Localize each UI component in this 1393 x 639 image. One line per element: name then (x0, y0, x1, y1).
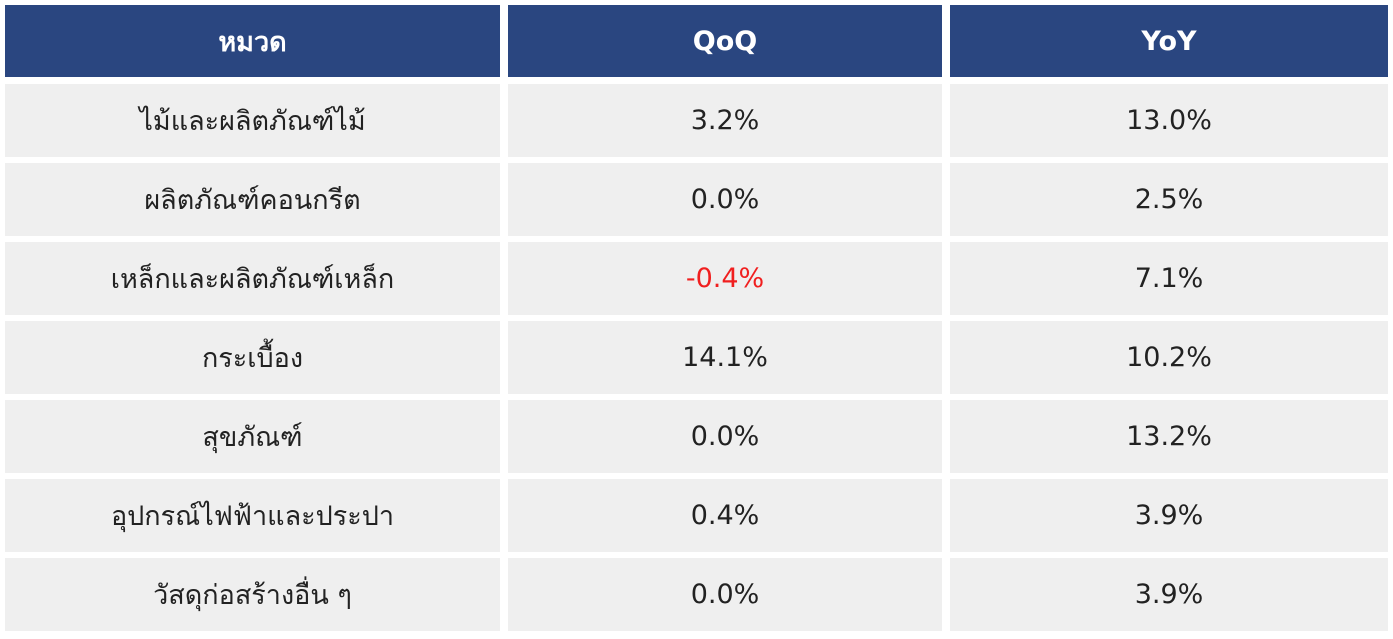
value-cell: 0.0% (508, 400, 942, 473)
category-cell: วัสดุก่อสร้างอื่น ๆ (5, 558, 500, 631)
header-cell: หมวด (5, 5, 500, 77)
category-cell: อุปกรณ์ไฟฟ้าและประปา (5, 479, 500, 552)
category-cell: สุขภัณฑ์ (5, 400, 500, 473)
value-cell: 3.9% (950, 479, 1388, 552)
header-cell: YoY (950, 5, 1388, 77)
value-cell: 13.2% (950, 400, 1388, 473)
category-cell: เหล็กและผลิตภัณฑ์เหล็ก (5, 242, 500, 315)
value-cell: 3.9% (950, 558, 1388, 631)
value-cell: 0.0% (508, 558, 942, 631)
value-cell: 14.1% (508, 321, 942, 394)
value-cell: 0.0% (508, 163, 942, 236)
value-cell: 0.4% (508, 479, 942, 552)
header-cell: QoQ (508, 5, 942, 77)
category-cell: ผลิตภัณฑ์คอนกรีต (5, 163, 500, 236)
category-cell: ไม้และผลิตภัณฑ์ไม้ (5, 84, 500, 157)
value-cell: 7.1% (950, 242, 1388, 315)
value-cell: 10.2% (950, 321, 1388, 394)
value-cell: -0.4% (508, 242, 942, 315)
value-cell: 13.0% (950, 84, 1388, 157)
value-cell: 3.2% (508, 84, 942, 157)
value-cell: 2.5% (950, 163, 1388, 236)
category-cell: กระเบื้อง (5, 321, 500, 394)
